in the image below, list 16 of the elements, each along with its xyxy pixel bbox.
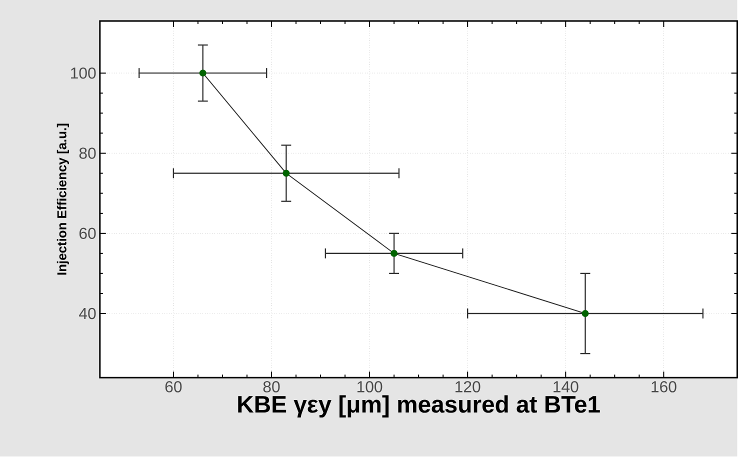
x-tick-label: 60 bbox=[165, 381, 182, 393]
x-axis-title: KBE γεy [μm] measured at BTe1 bbox=[238, 395, 600, 418]
x-tick-label: 160 bbox=[652, 381, 676, 393]
point bbox=[199, 70, 206, 77]
y-axis-title: Injection Efficiency [a.u.] bbox=[56, 124, 69, 275]
y-tick-label: 100 bbox=[71, 68, 96, 79]
point bbox=[282, 170, 290, 177]
x-tick-label: 120 bbox=[456, 381, 480, 393]
x-tick-label: 80 bbox=[263, 381, 280, 393]
x-tick-label: 100 bbox=[357, 381, 382, 393]
x-tick-label: 140 bbox=[554, 381, 578, 393]
point bbox=[582, 310, 589, 318]
point bbox=[390, 250, 398, 258]
y-tick-label: 80 bbox=[79, 148, 96, 160]
y-tick-label: 60 bbox=[79, 228, 96, 240]
y-tick-label: 40 bbox=[79, 308, 96, 320]
